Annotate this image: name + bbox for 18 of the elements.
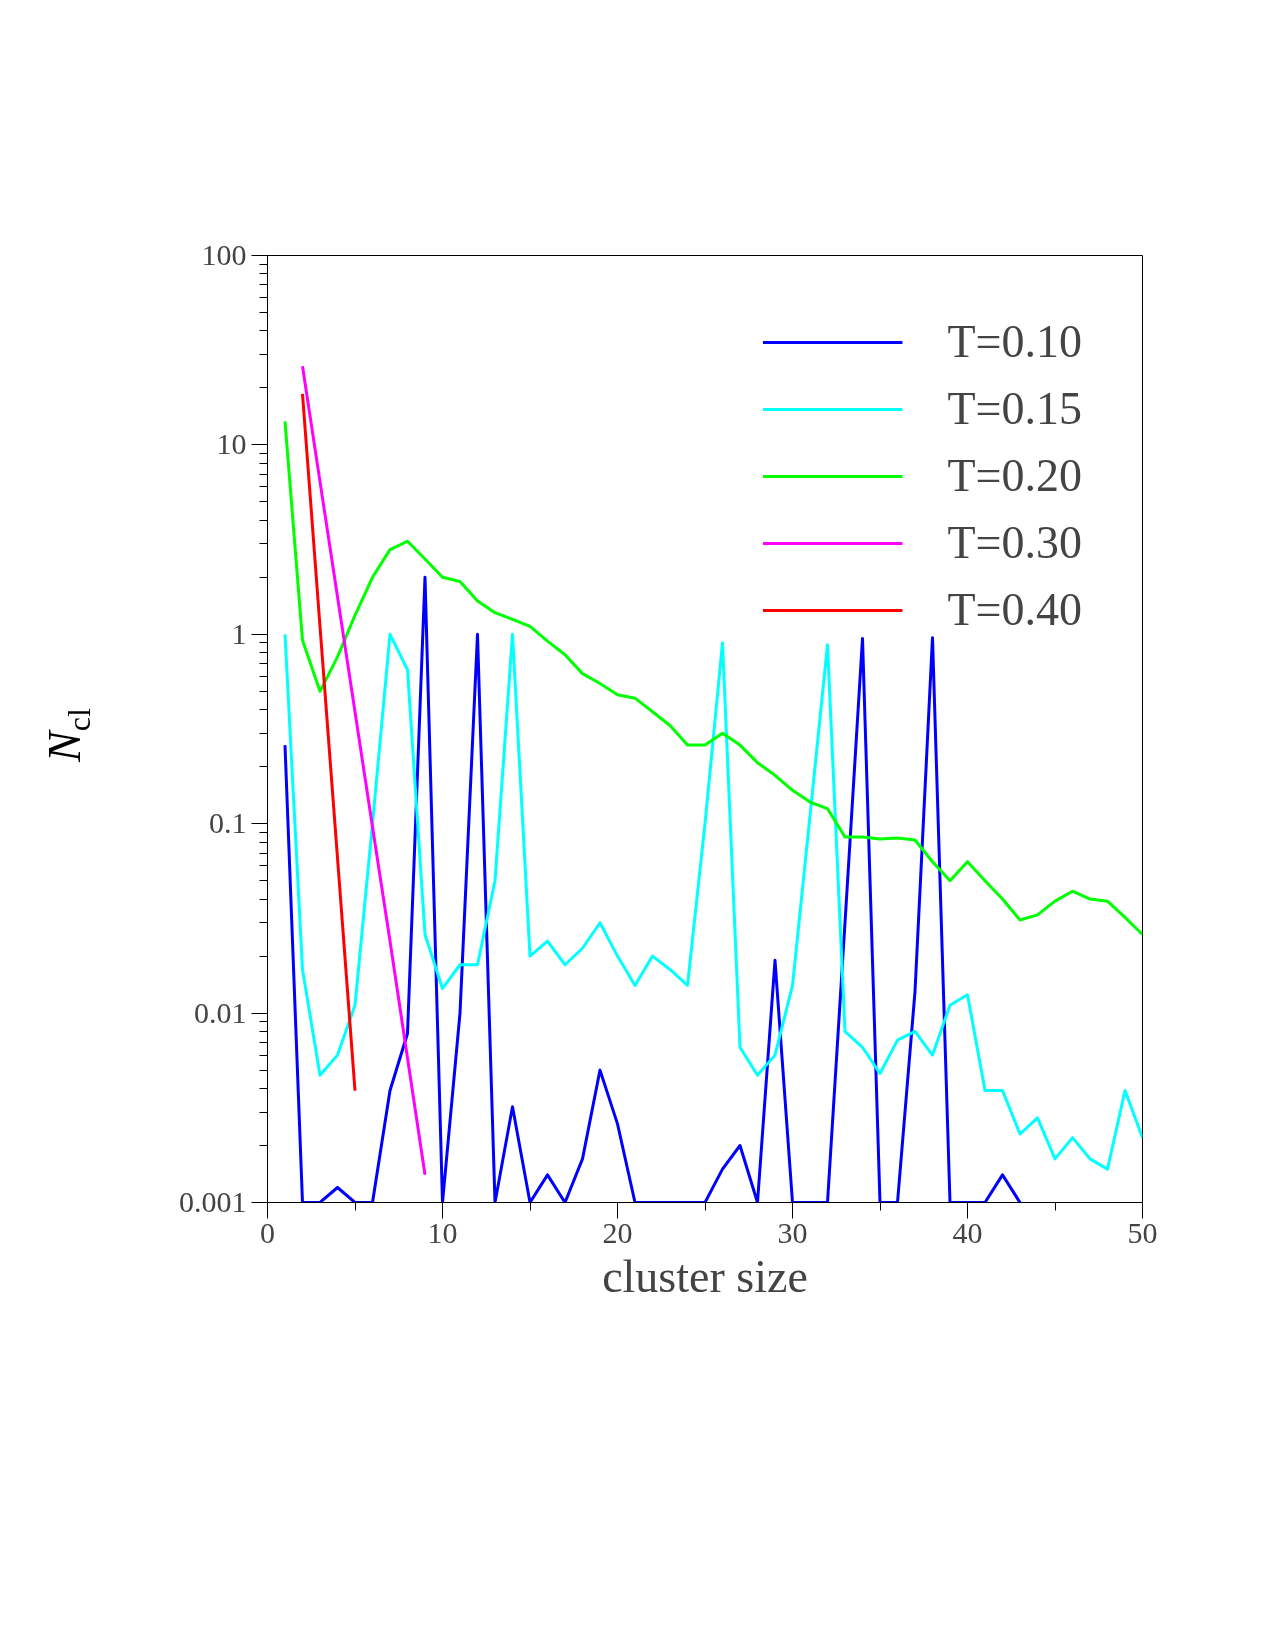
legend-label: T=0.15: [947, 382, 1082, 435]
y-tick-label: 0.1: [209, 806, 247, 840]
y-tick-label: 1: [231, 616, 247, 650]
y-tick-label: 10: [216, 427, 247, 461]
x-tick-label: 0: [260, 1215, 275, 1249]
legend-label: T=0.10: [947, 315, 1082, 368]
x-tick-label: 40: [952, 1215, 983, 1249]
x-axis-title: cluster size: [602, 1250, 808, 1302]
y-tick-label: 100: [201, 238, 247, 271]
y-tick-label: 0.01: [194, 995, 247, 1029]
y-tick-label: 0.001: [179, 1185, 247, 1218]
x-tick-label: 10: [427, 1215, 458, 1249]
legend-label: T=0.30: [947, 516, 1082, 569]
x-tick-label: 20: [602, 1215, 633, 1249]
legend-label: T=0.20: [947, 449, 1082, 502]
x-tick-label: 30: [777, 1215, 808, 1249]
x-tick-label: 50: [1127, 1215, 1158, 1249]
legend-label: T=0.40: [947, 583, 1082, 636]
